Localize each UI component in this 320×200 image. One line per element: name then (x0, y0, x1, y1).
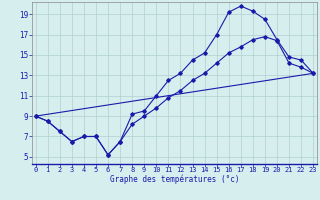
X-axis label: Graphe des températures (°c): Graphe des températures (°c) (110, 175, 239, 184)
